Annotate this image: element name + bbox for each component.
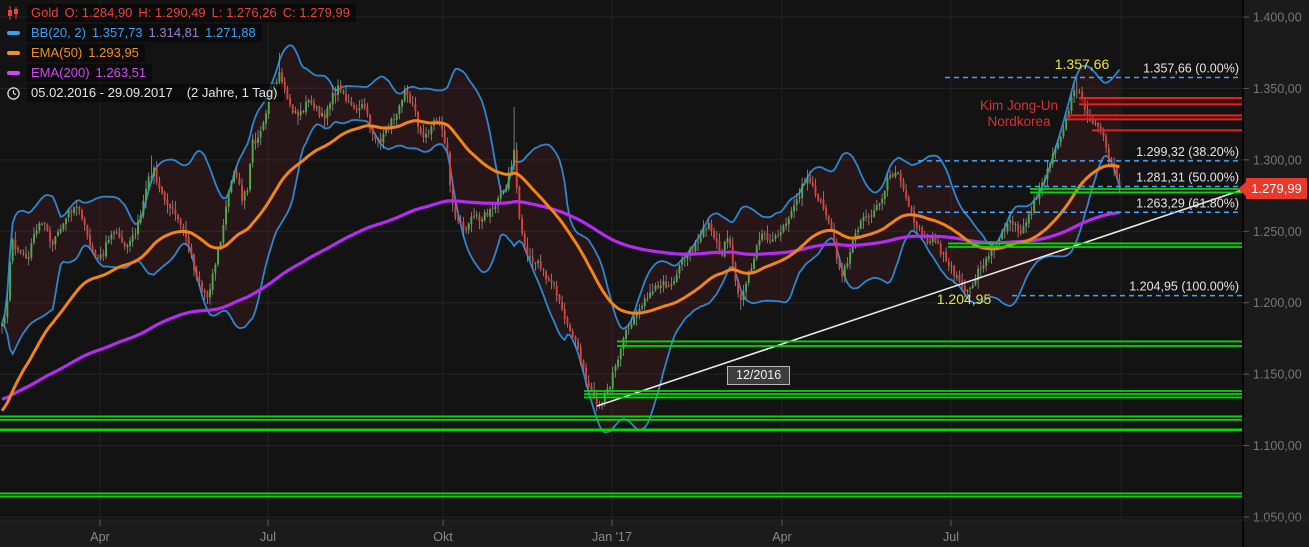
ema200-value: 1.263,51 — [95, 65, 147, 80]
trendline[interactable] — [596, 188, 1244, 407]
ema50-line-icon — [5, 51, 21, 55]
bb-line-icon — [5, 31, 21, 35]
date-label-box[interactable]: 12/2016 — [727, 366, 791, 385]
low-price-annotation[interactable]: 1.204,95 — [936, 291, 992, 307]
price-tag-arrow — [1238, 181, 1246, 196]
bb-label: BB(20, 2) — [31, 25, 86, 40]
ema50-value: 1.293,95 — [88, 45, 139, 60]
fibonacci-levels[interactable]: 1.357,66 (0.00%) 1.299,32 (38.20%) 1.281,3… — [918, 61, 1243, 297]
price-axis-label: 1.350,00 — [1253, 82, 1302, 96]
price-axis[interactable]: 1.400,00 1.350,00 1.300,00 1.250,00 1.200,00… — [1242, 0, 1302, 547]
resistance-lines-red[interactable] — [1067, 96, 1243, 132]
bb-lower-value: 1.271,88 — [205, 25, 256, 40]
candlestick-icon — [5, 6, 21, 20]
news-annotation[interactable]: Kim Jong-Un Nordkorea — [960, 98, 1078, 130]
news-annotation-line1: Kim Jong-Un — [979, 98, 1059, 113]
time-axis-label: Apr — [90, 530, 109, 544]
price-axis-label: 1.150,00 — [1253, 368, 1302, 382]
legend-row-gold[interactable]: Gold O: 1.284,90 H: 1.290,49 L: 1.276,26… — [5, 4, 356, 22]
ema50-label: EMA(50) — [31, 45, 83, 60]
fib-level-label: 1.204,95 (100.00%) — [1129, 280, 1239, 294]
fib-level-label: 1.263,29 (61.80%) — [1136, 196, 1239, 210]
legend-row-period: 05.02.2016 - 29.09.2017 (2 Jahre, 1 Tag) — [5, 84, 356, 102]
price-axis-label: 1.250,00 — [1253, 225, 1302, 239]
ohlc-open: O: 1.284,90 — [64, 5, 133, 20]
period-range: 05.02.2016 - 29.09.2017 — [31, 85, 173, 100]
ema50-line — [0, 119, 1120, 412]
legend-row-ema50[interactable]: EMA(50) 1.293,95 — [5, 44, 356, 62]
clock-icon — [5, 86, 21, 100]
bb-upper-value: 1.357,73 — [91, 25, 143, 40]
fib-level-label: 1.281,31 (50.00%) — [1136, 171, 1239, 185]
ema200-line — [1, 199, 1120, 401]
time-axis-label: Okt — [433, 530, 453, 544]
indicator-legend: Gold O: 1.284,90 H: 1.290,49 L: 1.276,26… — [5, 4, 356, 102]
bb-lower-line — [1, 119, 1121, 434]
price-tag-value: 1.279,99 — [1251, 181, 1302, 196]
time-axis-label: Jul — [943, 530, 959, 544]
fib-level-label: 1.357,66 (0.00%) — [1143, 61, 1239, 75]
fib-level-label: 1.299,32 (38.20%) — [1136, 145, 1239, 159]
price-axis-label: 1.400,00 — [1253, 11, 1302, 25]
peak-price-annotation[interactable]: 1.357,66 — [1054, 56, 1110, 72]
news-annotation-line2: Nordkorea — [987, 114, 1051, 129]
legend-row-bb[interactable]: BB(20, 2) 1.357,73 1.314,81 1.271,88 — [5, 24, 356, 42]
price-tag-body — [1246, 178, 1307, 199]
ema200-line-icon — [5, 71, 21, 75]
time-axis-label: Jul — [260, 530, 276, 544]
period-detail: (2 Jahre, 1 Tag) — [186, 85, 278, 100]
time-axis-label: Jan '17 — [592, 530, 632, 544]
price-axis-label: 1.200,00 — [1253, 296, 1302, 310]
ema-lines — [0, 119, 1120, 412]
symbol-name: Gold — [31, 5, 59, 20]
time-axis[interactable]: Apr Jul Okt Jan '17 Apr Jul — [0, 519, 1309, 544]
ohlc-high: H: 1.290,49 — [138, 5, 206, 20]
ohlc-close: C: 1.279,99 — [282, 5, 350, 20]
bb-upper-line — [1, 44, 1121, 331]
price-axis-label: 1.050,00 — [1253, 510, 1302, 524]
support-lines-green[interactable] — [0, 188, 1243, 498]
time-axis-label: Apr — [772, 530, 791, 544]
bollinger-band — [1, 44, 1121, 434]
price-axis-label: 1.100,00 — [1253, 439, 1302, 453]
ohlc-low: L: 1.276,26 — [211, 5, 277, 20]
last-price-tag: 1.279,99 — [1238, 178, 1307, 199]
price-axis-label: 1.300,00 — [1253, 153, 1302, 167]
bb-middle-value: 1.314,81 — [148, 25, 200, 40]
ema200-label: EMA(200) — [31, 65, 90, 80]
legend-row-ema200[interactable]: EMA(200) 1.263,51 — [5, 64, 356, 82]
